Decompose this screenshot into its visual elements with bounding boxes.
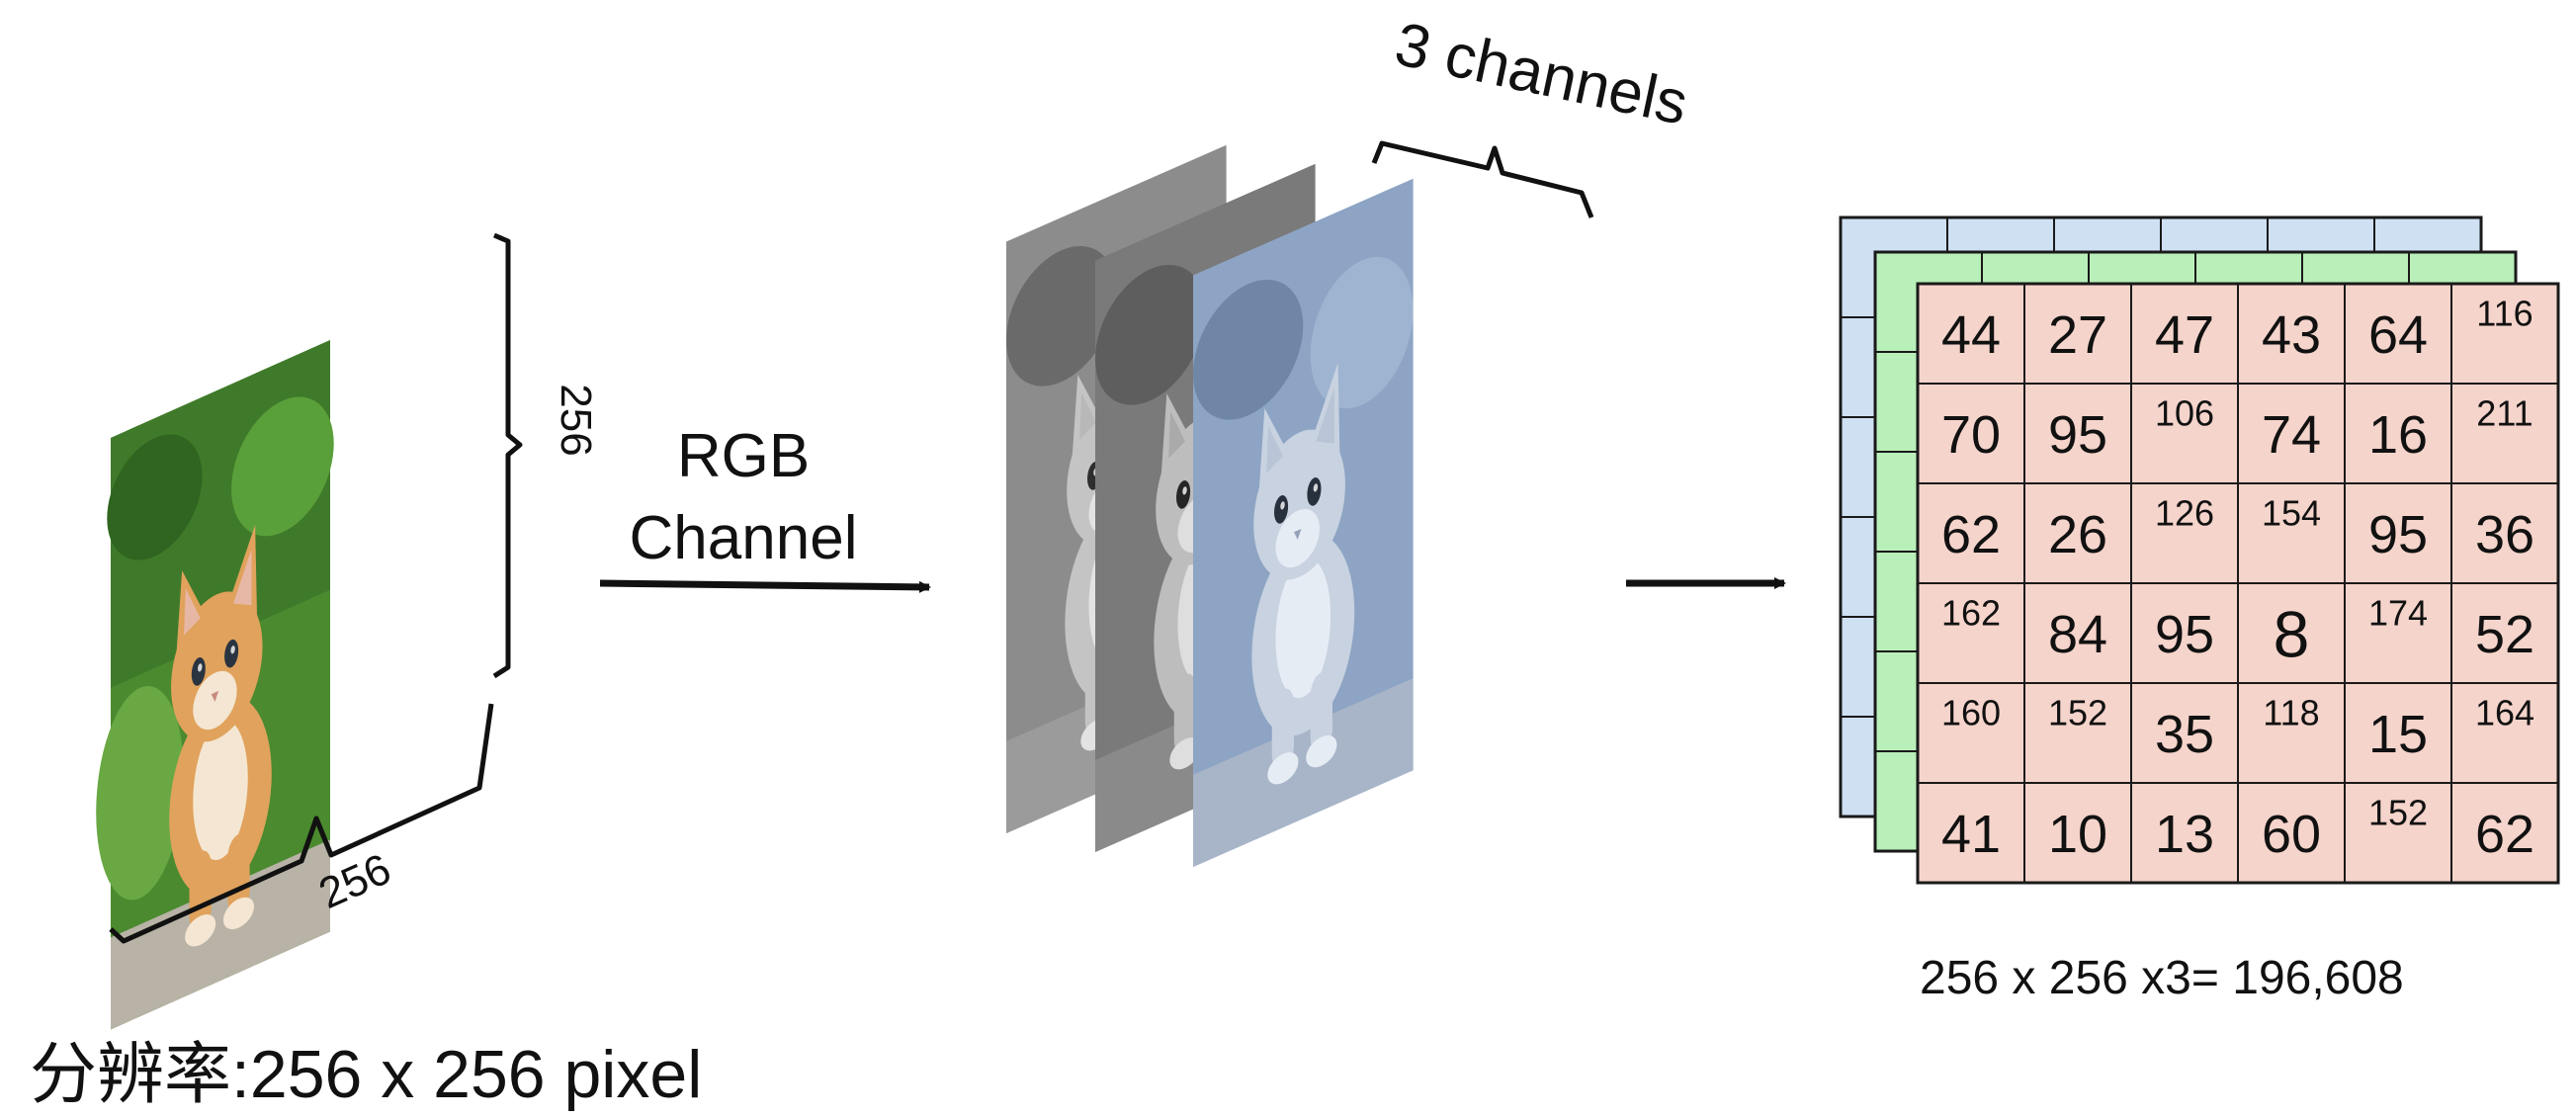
matrix-cell-value: 118 [2263,693,2319,733]
matrix-cell-value: 62 [1941,505,2001,564]
red-matrix: 44 27 47 43 64 116 70 95 106 74 16 211 62 26 126 154 95 3… [1916,282,2560,885]
channels-bracket [1371,140,1594,218]
matrix-cell-value: 43 [2262,305,2321,365]
matrix-cell-value: 106 [2155,393,2214,434]
matrix-cell-value: 36 [2475,505,2534,564]
matrix-cell-value: 152 [2368,793,2428,833]
matrix-cell-value: 70 [1941,405,2001,465]
matrix-cell-value: 211 [2476,393,2533,434]
channels-label: 3 channels [1389,10,1693,138]
matrix-cell-value: 15 [2368,705,2428,764]
matrix-cell-value: 164 [2475,693,2534,733]
width-bracket [109,703,494,944]
matrix-cell-value: 95 [2048,405,2107,465]
matrix-cell-value: 60 [2262,805,2321,864]
matrix-cell-value: 44 [1941,305,2001,365]
matrix-cell-value: 162 [1941,593,2001,634]
blue-channel-layer [1193,178,1414,867]
matrix-cell-value: 116 [2476,294,2533,334]
matrix-cell-value: 27 [2048,305,2107,365]
matrix-cell-value: 10 [2048,805,2107,864]
matrix-cell-value: 35 [2155,705,2214,764]
matrix-cell-value: 74 [2262,405,2321,465]
matrix-cell-value: 152 [2048,693,2107,733]
matrix-cell-value: 95 [2368,505,2428,564]
matrix-cell-value: 95 [2155,605,2214,664]
matrix-cell-value: 174 [2368,593,2428,634]
matrix-cell-value: 13 [2155,805,2214,864]
matrix-cell-value: 62 [2475,805,2534,864]
total-values-formula: 256 x 256 x3= 196,608 [1920,952,2404,1004]
color-kitten-image [96,340,334,1030]
arrow-label-rgb: RGB [677,422,810,490]
resolution-caption: 分辨率:256 x 256 pixel [30,1037,702,1112]
matrix-cell-value: 154 [2262,493,2321,534]
matrix-cell-value: 41 [1941,805,2001,864]
matrix-cell-value: 47 [2155,305,2214,365]
matrix-cell-value: 126 [2155,493,2214,534]
matrix-cell-value: 26 [2048,505,2107,564]
matrix-cell-value: 16 [2368,405,2428,465]
height-dimension-label: 256 [552,384,600,456]
matrix-cell-value: 84 [2048,605,2107,664]
arrow-label-channel: Channel [630,504,858,572]
matrix-cell-value: 8 [2274,597,2310,670]
height-bracket [492,232,523,679]
matrix-cell-value: 160 [1941,693,2001,733]
rgb-channel-arrow [599,579,931,593]
matrix-cell-value: 64 [2368,305,2428,365]
matrix-cell-value: 52 [2475,605,2534,664]
